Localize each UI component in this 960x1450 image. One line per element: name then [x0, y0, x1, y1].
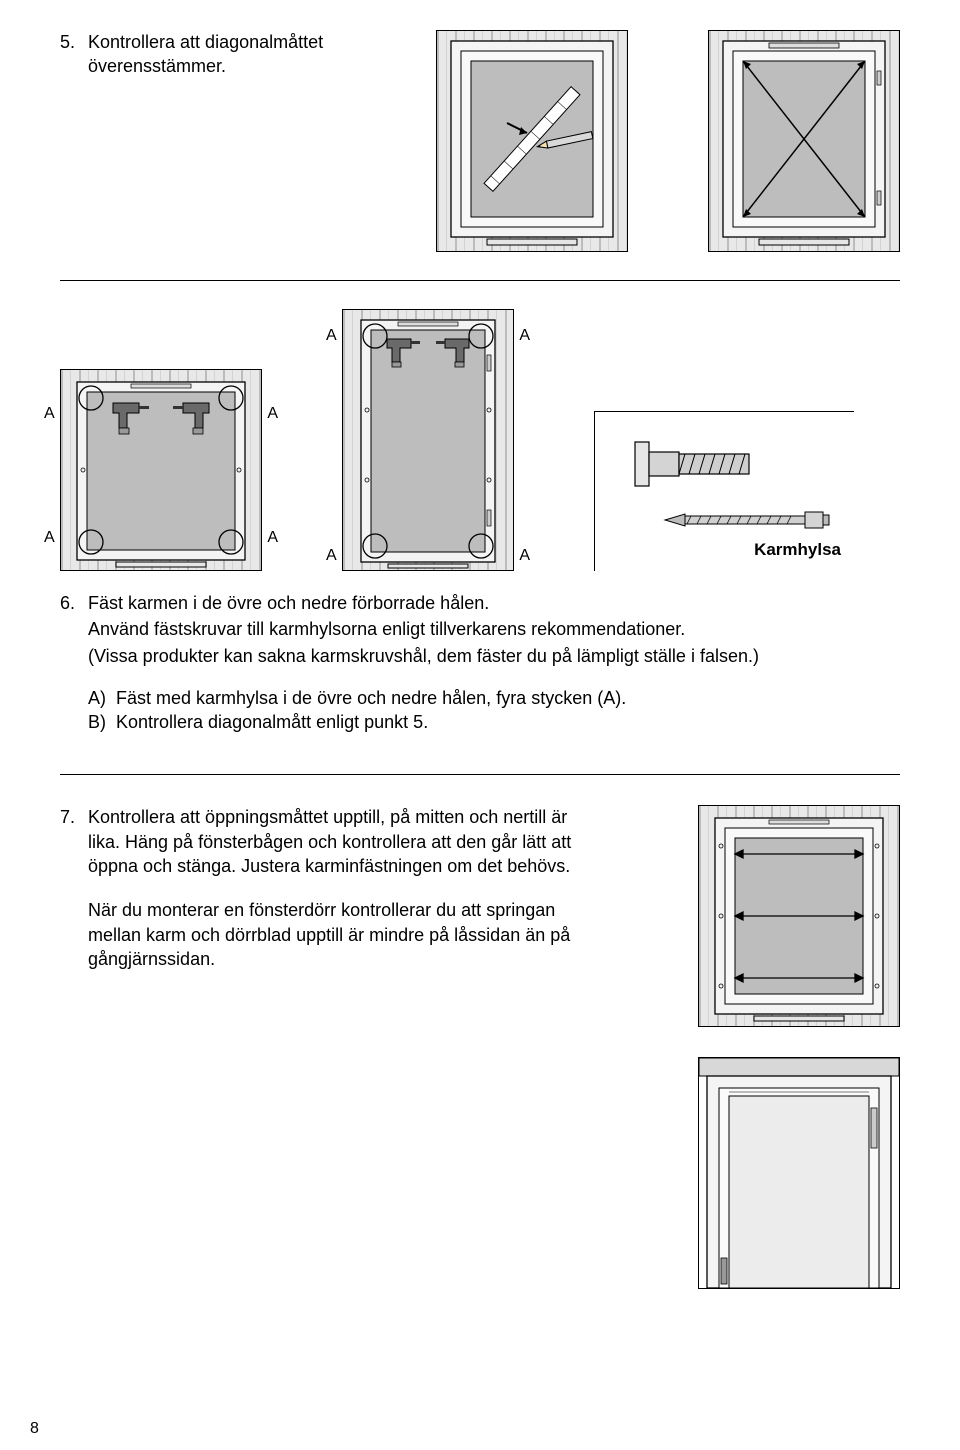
figure-6b: [342, 309, 514, 571]
step6-line2: Använd fästskruvar till karmhylsorna enl…: [88, 617, 759, 641]
label-A: A: [519, 545, 530, 567]
figure-5a: [436, 30, 628, 252]
figure-6c-wrap: Karmhylsa: [594, 411, 900, 571]
figure-6c: Karmhylsa: [594, 411, 854, 571]
step5-body: Kontrollera att diagonalmåttet överensst…: [88, 30, 370, 252]
label-A: A: [326, 545, 337, 567]
label-A: A: [267, 527, 278, 549]
step6-subB-key: B): [88, 710, 110, 734]
label-A: A: [44, 527, 55, 549]
label-A: A: [326, 325, 337, 347]
step6-line3: (Vissa produkter kan sakna karmskruvshål…: [88, 644, 759, 668]
step6-subA-key: A): [88, 686, 110, 710]
figure-5b: [708, 30, 900, 252]
step6-text: 6. Fäst karmen i de övre och nedre förbo…: [60, 591, 900, 734]
divider: [60, 774, 900, 775]
karmhylsa-label: Karmhylsa: [754, 539, 841, 562]
figure-6b-wrap: A A A A: [342, 309, 514, 571]
step7-p1: Kontrollera att öppningsmåttet upptill, …: [88, 805, 600, 878]
page-number: 8: [30, 1418, 39, 1440]
figure-6a-wrap: A A A A: [60, 369, 262, 571]
figure-7b: [698, 1057, 900, 1289]
step5-text: 5. Kontrollera att diagonalmåttet överen…: [60, 30, 370, 252]
step7-p2: När du monterar en fönsterdörr kontrolle…: [88, 898, 600, 971]
label-A: A: [519, 325, 530, 347]
label-A: A: [44, 403, 55, 425]
step6-number: 6.: [60, 591, 82, 734]
divider: [60, 280, 900, 281]
label-A: A: [267, 403, 278, 425]
step7-number: 7.: [60, 805, 82, 971]
figure-7a: [698, 805, 900, 1027]
step7-text: 7. Kontrollera att öppningsmåttet upptil…: [60, 805, 600, 1289]
step6-subB: Kontrollera diagonalmått enligt punkt 5.: [116, 710, 428, 734]
step6-line1: Fäst karmen i de övre och nedre förborra…: [88, 591, 759, 615]
figure-6a: [60, 369, 262, 571]
step6-subA: Fäst med karmhylsa i de övre och nedre h…: [116, 686, 626, 710]
step5-number: 5.: [60, 30, 82, 252]
